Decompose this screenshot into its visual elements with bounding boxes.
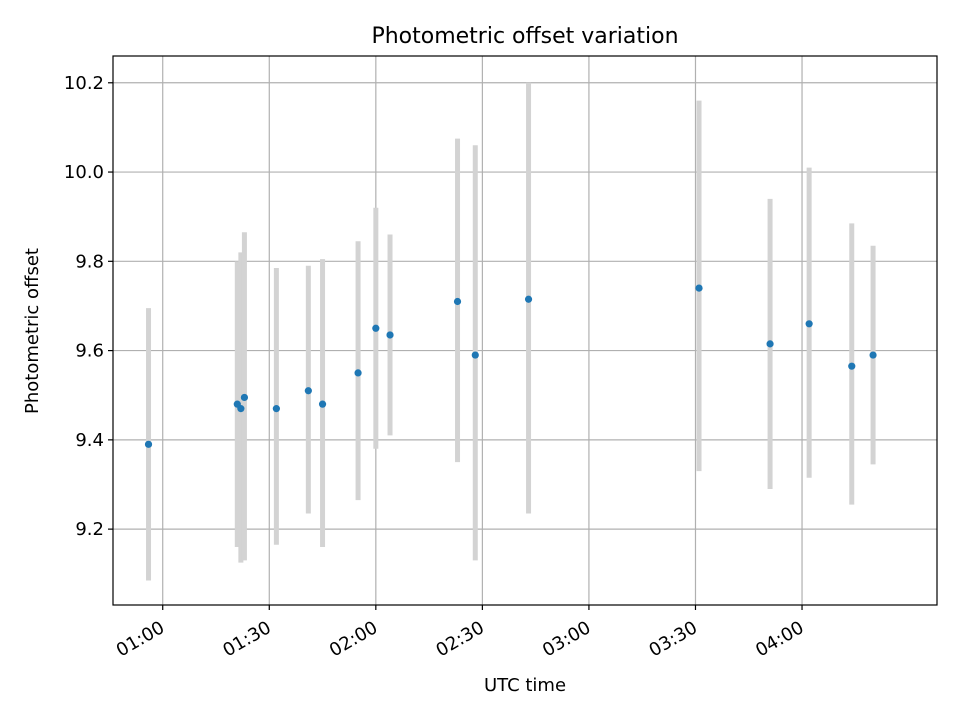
x-axis: 01:00 01:30 02:00 02:30 03:00 03:30 04:00 (113, 605, 808, 661)
y-axis: 9.2 9.4 9.6 9.8 10.0 10.2 (64, 73, 113, 540)
data-point (453, 297, 462, 306)
data-point (354, 369, 362, 377)
data-point (471, 351, 479, 359)
x-tick-label: 01:00 (113, 617, 168, 661)
data-points (144, 284, 877, 448)
y-tick-label: 9.6 (75, 341, 104, 362)
data-point (805, 320, 813, 328)
data-point (524, 295, 533, 303)
data-point (695, 284, 703, 292)
x-tick-label: 02:00 (326, 617, 381, 661)
plot-frame (112, 55, 938, 606)
data-point (144, 440, 153, 448)
y-axis-label: Photometric offset (22, 248, 43, 414)
data-point (240, 393, 249, 402)
data-point (318, 400, 327, 408)
data-point (304, 387, 312, 395)
data-point (766, 340, 774, 348)
data-point (848, 362, 856, 370)
x-tick-label: 03:00 (539, 617, 594, 661)
y-tick-label: 9.4 (75, 430, 104, 451)
y-tick-label: 9.8 (75, 251, 104, 272)
chart-title: Photometric offset variation (371, 24, 678, 49)
data-point (386, 331, 394, 339)
x-tick-label: 03:30 (646, 617, 701, 661)
x-axis-label: UTC time (484, 675, 566, 696)
error-bars (146, 82, 876, 581)
y-tick-label: 9.2 (75, 519, 104, 540)
data-point (237, 405, 245, 413)
data-point (372, 324, 380, 332)
y-tick-label: 10.2 (64, 73, 104, 94)
x-tick-label: 02:30 (432, 617, 487, 661)
grid (113, 56, 937, 605)
y-tick-label: 10.0 (64, 162, 104, 183)
x-tick-label: 04:00 (752, 617, 807, 661)
data-point (272, 405, 280, 413)
x-tick-label: 01:30 (219, 617, 274, 661)
data-point (869, 351, 877, 359)
